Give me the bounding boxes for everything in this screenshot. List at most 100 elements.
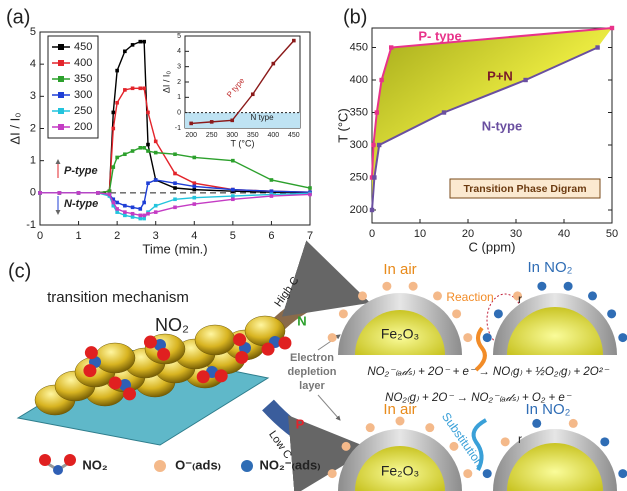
x-tick-label: 300 — [226, 132, 238, 139]
oxygen — [108, 376, 122, 390]
y-tick-label: 250 — [350, 171, 368, 183]
schematic-label: NO₂⁻₍ads₎ — [260, 457, 321, 472]
data-point — [153, 150, 158, 155]
data-point — [173, 186, 177, 190]
data-point — [130, 43, 135, 47]
data-point — [138, 213, 143, 218]
data-point — [142, 39, 146, 44]
oxygen-ion — [357, 291, 367, 301]
data-point — [76, 191, 81, 195]
sphere — [94, 342, 136, 374]
oxygen-ion — [463, 469, 473, 479]
data-point — [146, 149, 150, 153]
oxygen-ion — [408, 281, 418, 291]
data-point — [115, 155, 119, 160]
data-point — [192, 187, 197, 192]
data-point — [271, 61, 276, 66]
equation: NO₂⁻₍ₐ𝒹ₛ₎ + 2O⁻ + e⁻ → NO₍g₎ + ½O₂₍g₎ + … — [367, 366, 609, 378]
pointer — [317, 394, 341, 421]
data-point — [308, 186, 312, 190]
plot-frame — [39, 31, 311, 226]
no2-ion — [618, 333, 627, 343]
oxygen — [233, 333, 247, 347]
schematic-label: In air — [383, 261, 416, 278]
data-point — [130, 211, 135, 216]
data-point — [138, 86, 143, 91]
oxygen-ion — [452, 309, 462, 319]
annotation: Transition Phase Digram — [463, 183, 586, 195]
oxygen-ion — [425, 423, 435, 433]
legend-marker — [58, 92, 64, 98]
y-tick-label: 5 — [30, 26, 36, 38]
data-point — [230, 118, 235, 123]
data-point — [153, 203, 158, 208]
depletion-label: Electron — [290, 352, 334, 364]
data-point — [250, 92, 255, 97]
legend-box — [47, 35, 99, 139]
series-line — [191, 40, 295, 125]
x-tick-label: 5 — [230, 230, 236, 242]
x-tick-label: 2 — [114, 230, 120, 242]
data-point — [595, 45, 600, 50]
panel-label: (b) — [343, 6, 367, 28]
data-point — [115, 207, 119, 211]
schematic: (c) transition mechanism NO₂ High C Low … — [8, 240, 627, 491]
data-point — [107, 189, 112, 194]
x-tick-label: 30 — [510, 228, 522, 240]
schematic-label: NO₂ — [82, 457, 108, 472]
data-point — [173, 181, 177, 185]
data-point — [369, 207, 375, 213]
data-point — [57, 191, 62, 195]
data-point — [269, 194, 274, 198]
n-type-band — [185, 112, 300, 128]
data-point — [189, 121, 193, 126]
oxygen-ion — [395, 416, 405, 426]
x-tick-label: 0 — [37, 230, 43, 242]
x-axis-label: Time (min.) — [142, 242, 207, 257]
data-point — [142, 86, 146, 91]
reaction-label: Reaction — [446, 290, 493, 304]
oxygen-ion — [365, 423, 375, 433]
oxygen-ion — [327, 333, 337, 343]
legend-marker — [58, 60, 64, 66]
no2-ion — [537, 281, 547, 291]
schematic-label: In NO₂ — [528, 259, 573, 276]
schematic-label: r — [518, 292, 522, 306]
x-tick-label: 20 — [462, 228, 474, 240]
squiggle — [474, 326, 487, 372]
series-label: N-type — [482, 118, 522, 133]
data-point — [153, 178, 158, 182]
y-tick-label: 3 — [30, 90, 36, 102]
n-label: N — [297, 313, 306, 328]
core — [507, 443, 603, 491]
data-point — [377, 142, 382, 148]
x-tick-label: 450 — [288, 132, 300, 139]
annotation: P type — [225, 76, 247, 99]
data-point — [192, 184, 197, 189]
no2-ion — [493, 309, 503, 319]
panel-label: (c) — [8, 260, 31, 282]
y-tick-label: 1 — [177, 94, 181, 101]
y-tick-label: 1 — [30, 155, 36, 167]
squiggle — [471, 418, 488, 471]
data-point — [123, 152, 127, 157]
x-tick-label: 4 — [191, 230, 197, 242]
data-point — [231, 158, 235, 163]
data-point — [609, 25, 615, 31]
data-point — [138, 216, 143, 221]
y-tick-label: 450 — [350, 41, 368, 53]
legend-label: 300 — [74, 89, 92, 101]
data-point — [138, 207, 143, 211]
annotation: P-type — [64, 165, 98, 177]
data-point — [96, 191, 100, 195]
legend-marker — [58, 44, 64, 50]
y-tick-label: 200 — [350, 204, 368, 216]
data-point — [111, 200, 116, 205]
data-point — [123, 49, 127, 54]
no2-ion — [618, 469, 627, 479]
data-point — [146, 211, 150, 216]
oxygen — [143, 335, 157, 349]
oxygen — [83, 364, 97, 378]
data-point — [111, 197, 116, 202]
schematic-label: Fe₂O₃ — [381, 326, 419, 342]
